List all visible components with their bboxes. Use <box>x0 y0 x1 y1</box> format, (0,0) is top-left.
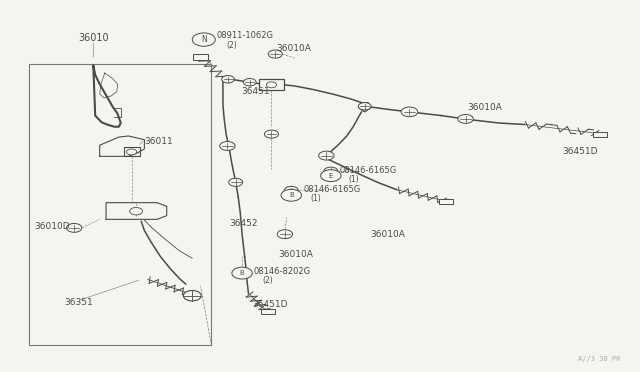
Circle shape <box>264 130 278 138</box>
Text: 36010A: 36010A <box>467 103 502 112</box>
Circle shape <box>220 141 235 150</box>
Text: 36452: 36452 <box>229 219 258 228</box>
Text: (1): (1) <box>349 175 360 184</box>
Bar <box>260 309 275 314</box>
Text: A//3 30 PR: A//3 30 PR <box>578 356 620 362</box>
Bar <box>593 132 607 137</box>
Circle shape <box>324 167 338 175</box>
Circle shape <box>243 78 256 86</box>
Circle shape <box>127 149 137 155</box>
Circle shape <box>232 267 252 279</box>
Circle shape <box>192 33 215 46</box>
Circle shape <box>277 230 292 238</box>
Text: B: B <box>240 270 244 276</box>
Text: (1): (1) <box>310 195 321 203</box>
Circle shape <box>401 107 418 117</box>
Circle shape <box>284 186 298 195</box>
Text: 36351: 36351 <box>65 298 93 307</box>
Text: 36010A: 36010A <box>370 230 404 240</box>
Circle shape <box>358 103 371 110</box>
Circle shape <box>228 178 243 186</box>
Text: 08146-6165G: 08146-6165G <box>303 185 361 194</box>
Text: 08146-6165G: 08146-6165G <box>339 166 396 174</box>
Text: 36451D: 36451D <box>563 147 598 156</box>
Circle shape <box>183 291 201 301</box>
Bar <box>259 79 284 90</box>
Text: E: E <box>329 173 333 179</box>
Circle shape <box>321 170 341 182</box>
Text: N: N <box>201 35 207 44</box>
Text: 36451D: 36451D <box>252 300 288 309</box>
Text: 36010D: 36010D <box>35 222 70 231</box>
Text: (2): (2) <box>227 41 237 50</box>
Text: B: B <box>289 192 294 198</box>
Circle shape <box>458 115 473 124</box>
Circle shape <box>266 82 276 88</box>
Bar <box>193 54 208 60</box>
Circle shape <box>235 269 249 277</box>
Bar <box>29 64 211 345</box>
Circle shape <box>67 224 82 232</box>
Circle shape <box>130 208 143 215</box>
Bar <box>440 199 454 204</box>
Text: 36010A: 36010A <box>276 44 312 53</box>
Circle shape <box>268 50 282 58</box>
Text: 36451: 36451 <box>241 87 269 96</box>
Circle shape <box>221 76 234 83</box>
Text: 36010: 36010 <box>78 33 109 43</box>
Circle shape <box>319 151 334 160</box>
Circle shape <box>281 189 301 201</box>
Text: 36010A: 36010A <box>278 250 314 259</box>
Text: (2): (2) <box>262 276 273 285</box>
Text: 08146-8202G: 08146-8202G <box>253 267 310 276</box>
Text: 36011: 36011 <box>145 137 173 146</box>
Text: 08911-1062G: 08911-1062G <box>216 31 273 41</box>
